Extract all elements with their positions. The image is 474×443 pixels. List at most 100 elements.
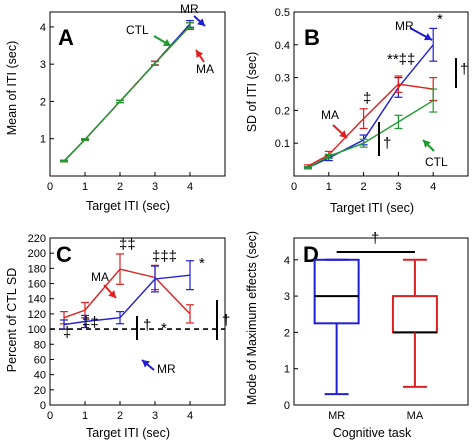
panel-c-sig-4: ‡‡‡ xyxy=(152,248,177,265)
panel-c-ytick-label: 120 xyxy=(28,309,46,321)
panel-c-sig-8: † xyxy=(222,312,230,329)
panel-b-sig-dagger-right: † xyxy=(460,61,468,78)
panel-b-letter: B xyxy=(304,25,320,50)
panel-c-sig-5: * xyxy=(199,255,205,272)
panel-a-ytick-label: 3 xyxy=(40,59,46,71)
panel-c-sig-1: ‡ xyxy=(63,324,71,341)
panel-d-xtick-label: MA xyxy=(407,410,424,422)
panel-c-xlabel: Target ITI (sec) xyxy=(86,426,170,440)
panel-b-sig-double: **‡‡ xyxy=(387,51,415,68)
panel-c-arrow-mr-head xyxy=(142,360,150,368)
panel-b-xtick-label: 1 xyxy=(326,181,332,193)
panel-c-sig-2: ‡‡ xyxy=(82,314,99,331)
panel-c-ytick-label: 160 xyxy=(28,279,46,291)
panel-a-plot xyxy=(60,15,206,163)
panel-b-label-mr: MR xyxy=(395,19,414,33)
panel-b-axes: 0 1 2 3 4 0.1 0.2 0.3 0.4 0.5 xyxy=(275,7,469,193)
panel-a-xtick-label: 1 xyxy=(82,181,88,193)
panel-c-label-ma: MA xyxy=(91,270,109,284)
panel-a-label-ctl: CTL xyxy=(126,23,149,37)
panel-b-ylabel: SD of ITI (sec) xyxy=(245,52,259,133)
panel-a-ylabel: Mean of ITI (sec) xyxy=(5,41,19,135)
panel-c-ytick-label: 80 xyxy=(34,339,46,351)
panel-b-xtick-label: 0 xyxy=(291,181,297,193)
panel-d-sig-dagger: † xyxy=(371,230,379,247)
panel-b: 0 1 2 3 40.10.20.30.40.5 B Target ITI (sec) … xyxy=(245,7,469,215)
panel-b-plot xyxy=(303,27,457,170)
panel-d-frame xyxy=(293,237,469,406)
panel-c-ylabel: Percent of CTL SD xyxy=(5,268,19,372)
panel-d-ylabel: Mode of Maximum effects (sec) xyxy=(245,231,259,405)
panel-d-xlabel: Cognitive task xyxy=(333,426,412,440)
panel-c-ytick-label: 40 xyxy=(34,370,46,382)
panel-b-arrow-ma-head xyxy=(339,130,347,138)
panel-d: 0 1 2 3 4 D Cognitive task Mode of Maximum e… xyxy=(245,230,469,440)
panel-c-sig-3: ‡‡ xyxy=(119,236,136,253)
panel-c-letter: C xyxy=(56,242,72,267)
panel-a-letter: A xyxy=(58,25,74,50)
panel-a-xtick-label: 2 xyxy=(117,181,123,193)
panel-b-label-ctl: CTL xyxy=(425,155,448,169)
panel-c-ytick-label: 60 xyxy=(34,354,46,366)
panel-b-ytick-label: 0.3 xyxy=(275,73,290,85)
panel-c-ytick-label: 100 xyxy=(28,324,46,336)
panel-a-ytick-label: 2 xyxy=(40,96,46,108)
panel-b-ytick-label: 0.4 xyxy=(275,40,290,52)
panel-d-plot: MR MA xyxy=(313,251,438,422)
panel-c-ytick-label: 20 xyxy=(34,385,46,397)
panel-c-sig-7: † xyxy=(143,317,151,334)
panel-b-xtick-label: 2 xyxy=(361,181,367,193)
panel-c-ytick-label: 200 xyxy=(28,248,46,260)
panel-b-sig-dagger-double: ‡ xyxy=(363,90,371,107)
panel-c-xtick-label: 3 xyxy=(152,410,158,422)
panel-d-box-mr xyxy=(313,258,360,325)
panel-a-label-mr: MR xyxy=(180,2,199,16)
panel-b-arrow-ctl-head xyxy=(423,140,431,148)
panel-c-ytick-label: 220 xyxy=(28,233,46,245)
panel-b-xtick-label: 4 xyxy=(430,181,436,193)
panel-b-sig-dagger-left: † xyxy=(383,135,391,152)
panel-a-arrow-mr-head xyxy=(197,18,205,26)
panel-a-xtick-label: 3 xyxy=(152,181,158,193)
panel-a-ytick-label: 4 xyxy=(40,22,46,34)
panel-a-xtick-label: 0 xyxy=(47,181,53,193)
panel-a-label-ma: MA xyxy=(196,62,214,76)
panel-c-xtick-label: 2 xyxy=(117,410,123,422)
panel-d-letter: D xyxy=(303,242,319,267)
panel-d-ytick-label: 0 xyxy=(284,400,290,412)
panel-b-xtick-label: 3 xyxy=(395,181,401,193)
panel-c-plot xyxy=(50,253,225,371)
panel-b-xlabel: Target ITI (sec) xyxy=(330,201,414,215)
panel-d-box-ma xyxy=(391,295,438,334)
panel-a-arrow-ma-head xyxy=(196,50,204,59)
panel-b-ytick-label: 0.2 xyxy=(275,105,290,117)
panel-c-sig-6: * xyxy=(161,320,167,337)
panel-b-ytick-label: 0.5 xyxy=(275,7,290,19)
panel-d-xtick-label: MR xyxy=(328,410,345,422)
panel-a: 0 1 2 3 4 1 2 3 4 A Target ITI (sec) Mean of ITI… xyxy=(5,2,226,213)
panel-c-frame xyxy=(49,237,226,406)
panel-c-ytick-label: 0 xyxy=(40,400,46,412)
panel-c-label-mr: MR xyxy=(157,362,176,376)
panel-b-sig-star: * xyxy=(437,11,443,28)
panel-c-ytick-label: 140 xyxy=(28,294,46,306)
panel-c-xtick-label: 4 xyxy=(187,410,193,422)
panel-c-ytick-label: 180 xyxy=(28,263,46,275)
panel-b-frame xyxy=(293,11,469,177)
panel-d-axes: 0 1 2 3 4 xyxy=(284,237,469,412)
panel-b-label-ma: MA xyxy=(321,108,339,122)
panel-d-ytick-label: 1 xyxy=(284,364,290,376)
panel-b-ytick-label: 0.1 xyxy=(275,138,290,150)
panel-a-xtick-label: 4 xyxy=(187,181,193,193)
panel-a-arrow-ctl-head xyxy=(162,39,171,46)
panel-c-xtick-label: 1 xyxy=(82,410,88,422)
panel-b-arrow-mr-head xyxy=(423,33,432,41)
panel-a-xlabel: Target ITI (sec) xyxy=(86,199,170,213)
panel-d-ytick-label: 2 xyxy=(284,327,290,339)
panel-c-xtick-label: 0 xyxy=(47,410,53,422)
panel-d-ytick-label: 4 xyxy=(284,255,290,267)
panel-c-arrow-ma-head xyxy=(108,290,116,298)
